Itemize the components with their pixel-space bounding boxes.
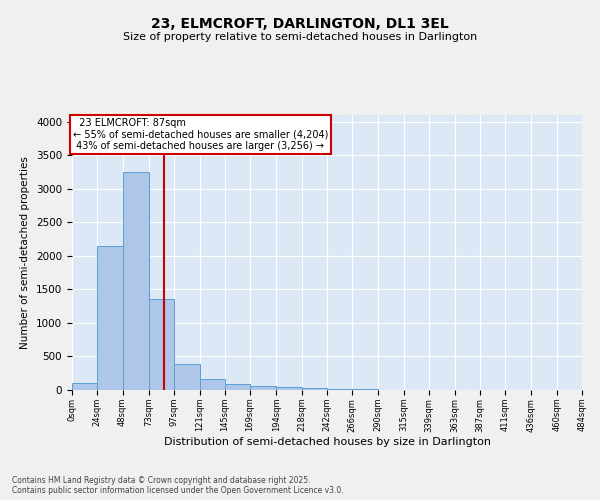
Bar bbox=[97, 246, 122, 390]
Text: 23, ELMCROFT, DARLINGTON, DL1 3EL: 23, ELMCROFT, DARLINGTON, DL1 3EL bbox=[151, 18, 449, 32]
Bar bbox=[122, 172, 149, 390]
Bar bbox=[149, 300, 174, 390]
Text: 23 ELMCROFT: 87sqm
← 55% of semi-detached houses are smaller (4,204)
 43% of sem: 23 ELMCROFT: 87sqm ← 55% of semi-detache… bbox=[73, 118, 328, 151]
Bar bbox=[199, 380, 225, 390]
Bar bbox=[277, 387, 302, 390]
Bar bbox=[72, 384, 97, 390]
Bar bbox=[327, 389, 352, 390]
Bar bbox=[174, 364, 199, 390]
Bar bbox=[250, 386, 277, 390]
Text: Size of property relative to semi-detached houses in Darlington: Size of property relative to semi-detach… bbox=[123, 32, 477, 42]
Bar bbox=[302, 388, 327, 390]
Text: Contains HM Land Registry data © Crown copyright and database right 2025.
Contai: Contains HM Land Registry data © Crown c… bbox=[12, 476, 344, 495]
Bar bbox=[225, 384, 250, 390]
X-axis label: Distribution of semi-detached houses by size in Darlington: Distribution of semi-detached houses by … bbox=[163, 437, 491, 447]
Y-axis label: Number of semi-detached properties: Number of semi-detached properties bbox=[20, 156, 31, 349]
